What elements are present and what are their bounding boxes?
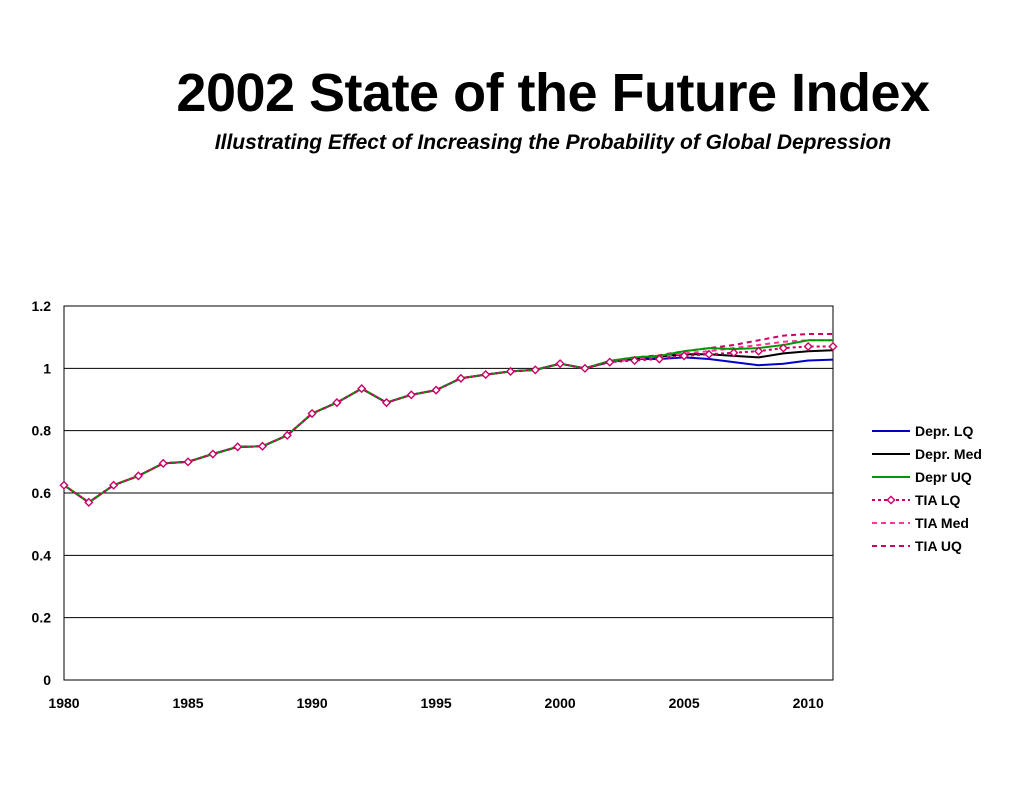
x-tick-label: 1990 (296, 695, 327, 711)
y-tick-label: 1 (43, 360, 51, 376)
legend-label: TIA Med (915, 515, 969, 531)
data-point (481, 369, 491, 380)
series-line-tia-med (63, 339, 833, 504)
data-point (778, 343, 788, 353)
series-line-depr-lq (63, 356, 834, 504)
data-point (431, 385, 441, 395)
x-tick-label: 1995 (421, 695, 452, 711)
y-axis: 0 0.2 0.4 0.6 0.8 1 1.2 (32, 298, 52, 688)
x-tick-label: 1980 (48, 695, 79, 711)
data-point (59, 480, 69, 490)
data-point (753, 346, 764, 356)
legend-label: TIA LQ (915, 492, 960, 508)
series-line-depr-med (63, 349, 834, 504)
data-point (654, 354, 664, 364)
y-tick-label: 1.2 (32, 298, 52, 314)
legend: Depr. LQ Depr. Med Depr UQ TIA LQ TIA Med TIA… (872, 423, 982, 554)
y-tick-label: 0.4 (32, 547, 52, 563)
data-point (803, 341, 813, 352)
x-tick-label: 1985 (172, 695, 203, 711)
chart-title: 2002 State of the Future Index (176, 63, 930, 123)
data-point (109, 480, 119, 490)
data-point (629, 355, 640, 366)
data-point (282, 430, 292, 440)
x-tick-label: 2005 (669, 695, 700, 711)
data-point (133, 471, 144, 481)
data-point (183, 457, 193, 467)
data-point (307, 408, 317, 419)
chart-subtitle: Illustrating Effect of Increasing the Pr… (214, 131, 892, 154)
data-point (729, 348, 739, 358)
y-tick-label: 0.8 (32, 423, 52, 439)
data-point (679, 351, 689, 361)
x-tick-label: 2010 (793, 695, 824, 711)
data-point (158, 458, 168, 468)
data-point (605, 357, 615, 367)
series-line-depr-uq (63, 339, 833, 504)
legend-label: Depr. LQ (915, 423, 973, 439)
legend-marker (886, 495, 896, 505)
data-point (357, 384, 367, 394)
data-point (580, 363, 590, 373)
series-line-tia-lq (63, 345, 833, 504)
plot-area (63, 305, 834, 681)
legend-label: Depr UQ (915, 469, 972, 485)
x-tick-label: 2000 (545, 695, 576, 711)
legend-label: Depr. Med (915, 446, 982, 462)
data-point (257, 441, 268, 451)
data-point (406, 390, 416, 400)
x-axis: 1980 1985 1990 1995 2000 2005 2010 (48, 695, 824, 711)
y-tick-label: 0.2 (32, 610, 52, 626)
data-point (704, 349, 714, 359)
y-tick-label: 0.6 (32, 485, 52, 501)
legend-label: TIA UQ (915, 538, 962, 554)
data-point (555, 359, 565, 369)
y-tick-label: 0 (43, 672, 51, 688)
series-lines (59, 333, 838, 507)
data-point (505, 366, 516, 377)
data-point (381, 398, 392, 408)
data-point (233, 442, 243, 452)
data-point (332, 398, 342, 408)
data-point (456, 373, 466, 383)
data-point (208, 449, 218, 459)
data-point (828, 341, 838, 352)
data-point (530, 365, 540, 375)
data-point (84, 497, 94, 507)
gridlines (64, 305, 833, 681)
